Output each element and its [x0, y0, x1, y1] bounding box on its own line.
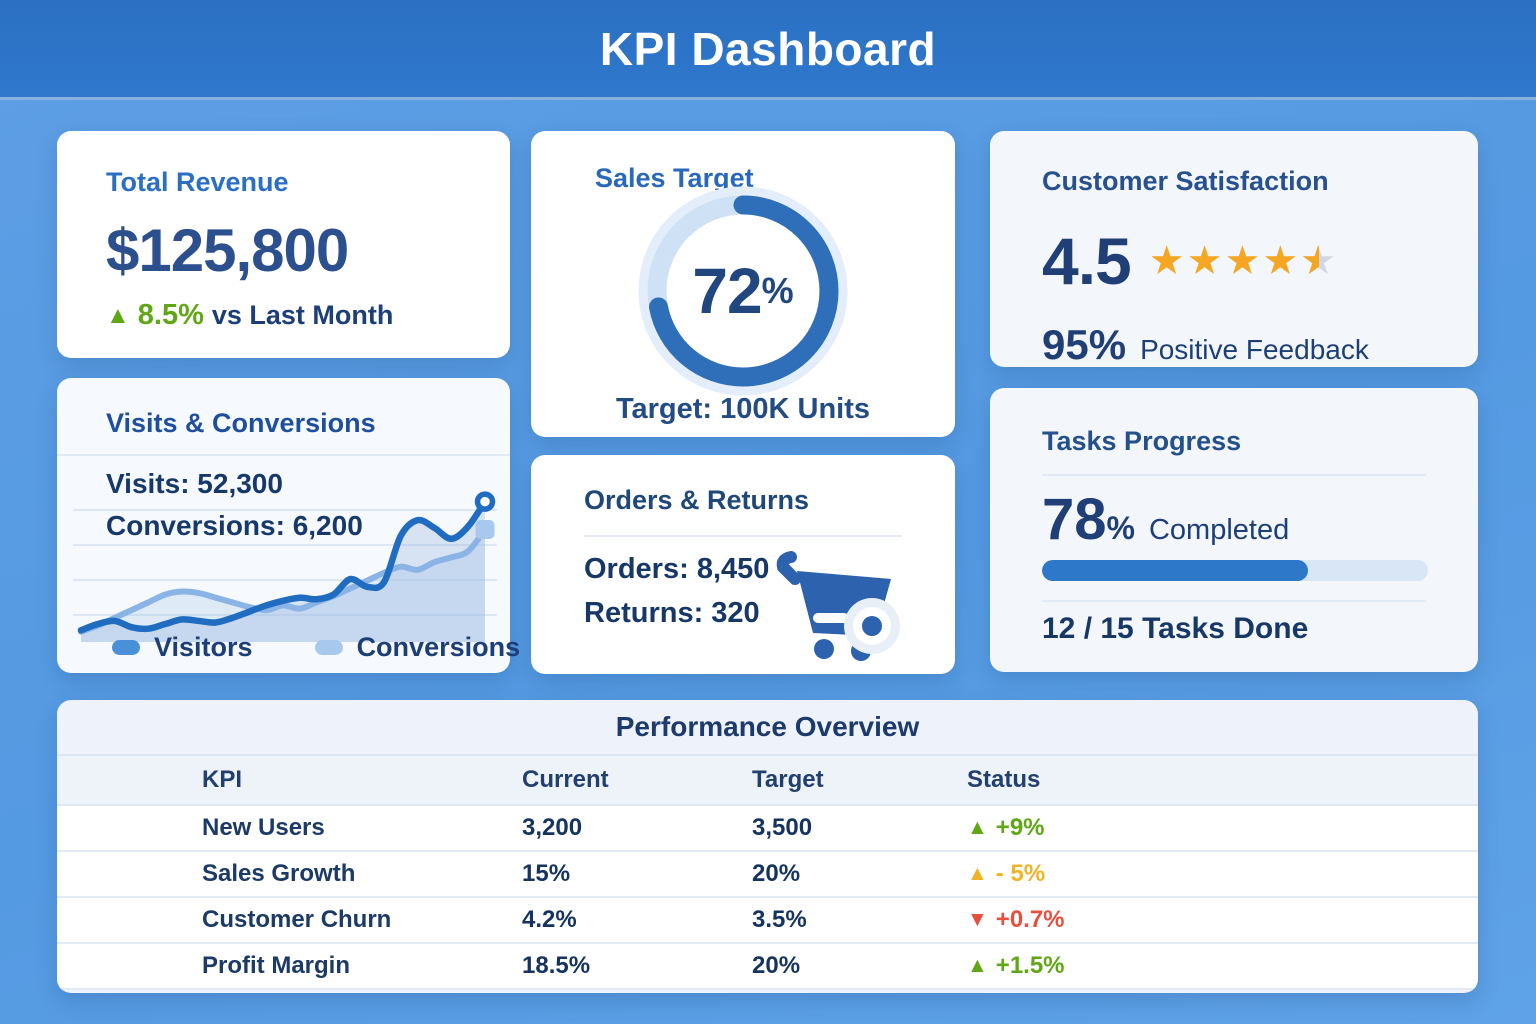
page-title: KPI Dashboard — [599, 22, 937, 75]
shopping-cart-icon — [776, 551, 900, 661]
customer-satisfaction-title: Customer Satisfaction — [1042, 166, 1329, 196]
visits-value: Visits: 52,300 — [106, 468, 283, 499]
current-cell: 18.5% — [522, 952, 591, 979]
visits-chart — [73, 491, 497, 642]
target-cell: 20% — [752, 952, 801, 979]
visitors-marker — [474, 491, 496, 512]
total-revenue-card: Total Revenue $125,800 ▲ 8.5% vs Last Mo… — [57, 131, 510, 358]
tasks-progress-title: Tasks Progress — [1042, 426, 1242, 456]
conversions-area — [81, 529, 485, 642]
current-cell: 4.2% — [522, 906, 577, 933]
sales-donut-progress — [647, 195, 839, 387]
total-revenue-value: $125,800 — [106, 217, 349, 284]
tasks-percent: 78 — [1042, 487, 1107, 552]
tasks-progress-fill — [1042, 560, 1309, 581]
tasks-progress-bar — [1042, 560, 1428, 581]
donut-percent-sign: % — [761, 270, 794, 311]
tasks-done-label: 12 / 15 Tasks Done — [1042, 612, 1309, 645]
trend-arrow-icon: ▲ — [967, 954, 988, 977]
total-revenue-title: Total Revenue — [106, 167, 289, 197]
status-value: +1.5% — [995, 952, 1065, 979]
conversions-value: Conversions: 6,200 — [106, 510, 363, 541]
chart-gridlines — [73, 509, 497, 616]
feedback-label: Positive Feedback — [1140, 334, 1369, 365]
divider — [1042, 474, 1426, 476]
app-header: KPI Dashboard — [0, 0, 1536, 100]
status-cell: ▲ - 5% — [967, 860, 1478, 888]
delta-percent: 8.5% — [137, 299, 204, 331]
star-rating: ★ ★ ★ ★ ★ ★ — [1149, 241, 1336, 281]
visitors-line — [77, 498, 489, 634]
star-icon: ★ — [1148, 239, 1185, 283]
status-value: - 5% — [995, 860, 1046, 887]
conversions-marker — [475, 520, 495, 539]
status-value: +0.7% — [995, 906, 1065, 933]
delta-suffix: vs Last Month — [211, 300, 394, 330]
visits-conversions-card: Visits & Conversions Visits: 52,300 Conv… — [57, 378, 520, 673]
tasks-percent-sign: % — [1106, 510, 1135, 546]
divider — [1042, 600, 1426, 602]
customer-satisfaction-card: Customer Satisfaction 4.5 ★ ★ ★ ★ ★ ★ 95%… — [990, 131, 1478, 368]
conversions-legend-swatch — [314, 640, 343, 655]
status-cell: ▼ +0.7% — [967, 906, 1478, 934]
target-cell: 20% — [752, 860, 801, 887]
conversions-legend-label: Conversions — [356, 632, 521, 662]
table-row: Customer Churn 4.2% 3.5% ▼ +0.7% — [57, 898, 1478, 944]
column-header-status: Status — [967, 766, 1041, 793]
current-cell: 3,200 — [522, 814, 583, 841]
kpi-cell: Profit Margin — [202, 952, 350, 979]
current-cell: 15% — [522, 860, 571, 887]
total-revenue-delta: ▲ 8.5% vs Last Month — [106, 299, 510, 332]
star-icon: ★ — [1186, 239, 1223, 283]
trend-arrow-icon: ▲ — [967, 862, 988, 885]
visitors-legend-label: Visitors — [154, 632, 253, 662]
completed-label: Completed — [1148, 514, 1290, 546]
status-value: +9% — [995, 814, 1045, 841]
orders-returns-title: Orders & Returns — [584, 485, 810, 515]
status-cell: ▲ +9% — [967, 814, 1478, 842]
visits-conversions-title: Visits & Conversions — [106, 408, 376, 438]
up-triangle-icon: ▲ — [106, 301, 130, 329]
table-row: Sales Growth 15% 20% ▲ - 5% — [57, 852, 1478, 898]
trend-arrow-icon: ▼ — [967, 908, 988, 931]
table-row: Profit Margin 18.5% 20% ▲ +1.5% — [57, 944, 1478, 990]
performance-overview-table: Performance Overview KPI Current Target … — [57, 700, 1478, 993]
target-cell: 3.5% — [752, 906, 807, 933]
column-header-kpi: KPI — [202, 766, 243, 793]
table-header-row: KPI Current Target Status — [57, 756, 1478, 806]
returns-value: Returns: 320 — [584, 597, 760, 629]
tasks-progress-card: Tasks Progress 78 % Completed 12 / 15 Ta… — [990, 388, 1478, 672]
donut-center-label: 72 % — [635, 183, 851, 399]
divider — [584, 535, 902, 537]
kpi-cell: Sales Growth — [202, 860, 356, 887]
half-star-icon: ★ ★ — [1300, 239, 1337, 283]
column-header-target: Target — [752, 766, 824, 793]
status-cell: ▲ +1.5% — [967, 952, 1478, 980]
table-title: Performance Overview — [57, 700, 1478, 756]
orders-returns-card: Orders & Returns Orders: 8,450 Returns: … — [531, 455, 955, 674]
donut-percent-value: 72 — [692, 255, 762, 327]
table-row: New Users 3,200 3,500 ▲ +9% — [57, 806, 1478, 852]
kpi-cell: New Users — [202, 814, 325, 841]
donut-halo-ring — [638, 186, 848, 396]
trend-arrow-icon: ▲ — [967, 816, 988, 839]
sales-donut-chart — [638, 186, 848, 396]
star-icon: ★ — [1224, 239, 1261, 283]
chart-legend: Visitors Conversions — [112, 632, 568, 663]
conversions-line — [78, 526, 488, 635]
sales-target-subtitle: Target: 100K Units — [615, 393, 871, 425]
orders-value: Orders: 8,450 — [584, 553, 770, 585]
visitors-area — [81, 501, 485, 642]
column-header-current: Current — [522, 766, 609, 793]
kpi-cell: Customer Churn — [202, 906, 392, 933]
target-cell: 3,500 — [752, 814, 813, 841]
sales-target-card: Sales Target 72 % Target: 100K Units — [531, 131, 955, 437]
satisfaction-score: 4.5 — [1042, 224, 1132, 298]
feedback-percent: 95% — [1042, 321, 1127, 368]
visitors-legend-swatch — [112, 640, 140, 655]
divider — [57, 454, 510, 456]
star-icon: ★ — [1262, 239, 1299, 283]
